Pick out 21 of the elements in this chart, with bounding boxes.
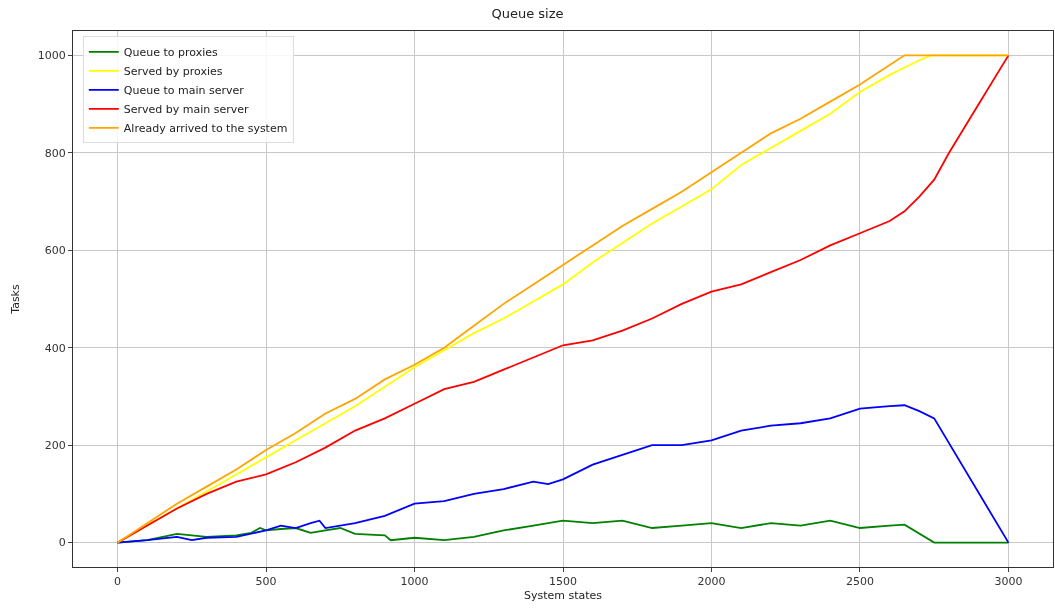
x-tick-label: 2500 bbox=[845, 575, 874, 589]
x-tick-label: 0 bbox=[114, 575, 122, 589]
y-tick-label: 600 bbox=[44, 244, 66, 258]
y-tick-label: 0 bbox=[58, 536, 66, 550]
x-tick-label: 500 bbox=[255, 575, 277, 589]
legend-label: Queue to main server bbox=[123, 84, 245, 98]
legend-label: Already arrived to the system bbox=[123, 122, 288, 136]
legend-label: Queue to proxies bbox=[123, 46, 218, 60]
legend-label: Served by main server bbox=[123, 103, 250, 117]
x-tick-label: 1000 bbox=[400, 575, 429, 589]
y-tick-label: 200 bbox=[44, 439, 66, 453]
y-tick-label: 800 bbox=[44, 146, 66, 160]
chart-title: Queue size bbox=[491, 6, 564, 22]
legend-label: Served by proxies bbox=[123, 65, 223, 79]
x-tick-label: 1500 bbox=[549, 575, 577, 589]
y-tick-label: 1000 bbox=[37, 49, 66, 63]
x-tick-label: 2000 bbox=[697, 575, 726, 589]
x-axis-title: System states bbox=[523, 589, 603, 603]
y-axis-title: Tasks bbox=[9, 284, 23, 315]
y-tick-label: 400 bbox=[44, 341, 66, 355]
x-tick-label: 3000 bbox=[994, 575, 1023, 589]
